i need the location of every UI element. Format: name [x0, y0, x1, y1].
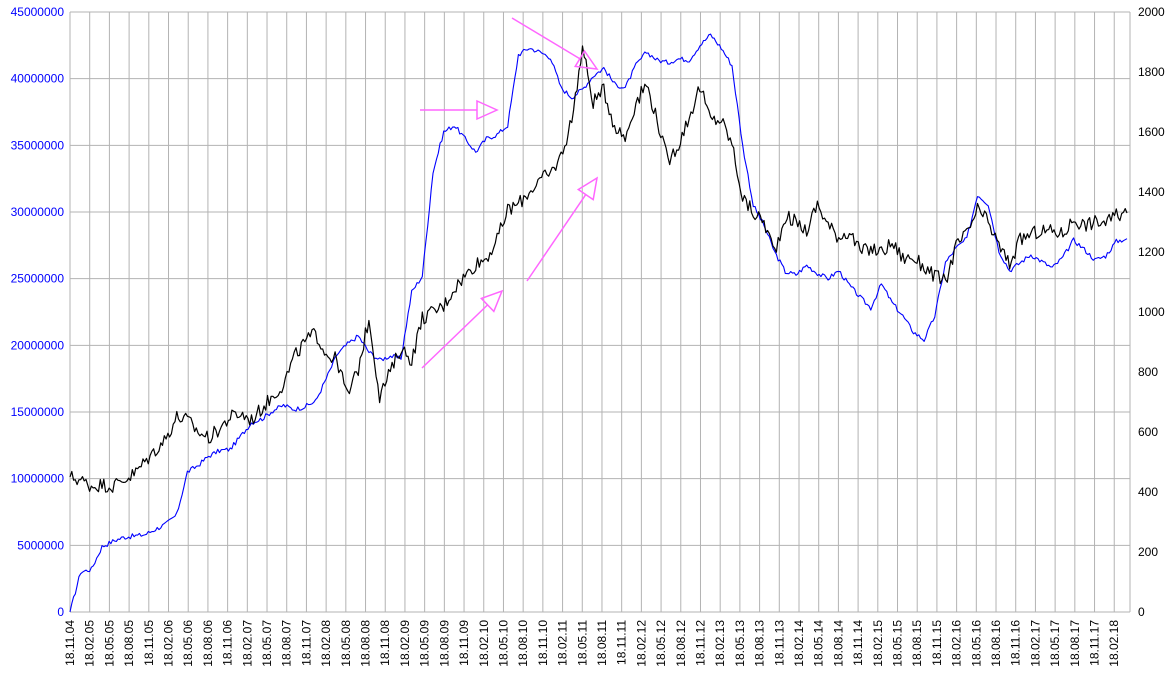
x-tick-label: 18.11.11	[615, 620, 629, 665]
grid-layer	[69, 11, 1131, 613]
left-tick-label: 0	[57, 605, 64, 619]
x-tick-label: 18.08.13	[753, 620, 767, 667]
x-tick-label: 18.05.08	[339, 620, 353, 667]
x-tick-label: 18.05.15	[891, 620, 905, 667]
series-layer	[69, 33, 1128, 613]
left-tick-label: 5000000	[17, 538, 64, 552]
annotation-arrow	[511, 17, 599, 70]
left-tick-label: 35000000	[11, 138, 65, 152]
x-tick-label: 18.02.11	[556, 620, 570, 666]
x-tick-label: 18.05.16	[969, 620, 983, 667]
x-tick-label: 18.11.13	[772, 620, 786, 666]
annotation-arrow	[420, 99, 499, 121]
arrow-head	[576, 176, 599, 201]
x-tick-label: 18.02.16	[950, 620, 964, 667]
x-tick-label: 18.11.10	[536, 620, 550, 666]
x-tick-label: 18.02.05	[83, 620, 97, 667]
right-tick-label: 0	[1138, 605, 1145, 619]
x-tick-label: 18.05.17	[1048, 620, 1062, 667]
x-tick-label: 18.08.06	[201, 620, 215, 667]
x-tick-label: 18.02.14	[792, 620, 806, 667]
x-tick-label: 18.05.06	[181, 620, 195, 667]
right-tick-label: 1800	[1138, 65, 1165, 79]
x-tick-label: 18.02.06	[162, 620, 176, 667]
x-tick-label: 18.08.17	[1068, 620, 1082, 667]
x-tick-label: 18.11.05	[142, 620, 156, 666]
x-tick-label: 18.11.07	[299, 620, 313, 666]
x-tick-label: 18.05.12	[654, 620, 668, 667]
left-axis-ticks: 0 5000000 10000000 15000000 20000000 25000000…	[11, 5, 65, 619]
x-tick-label: 18.02.12	[634, 620, 648, 667]
x-tick-label: 18.02.10	[477, 620, 491, 667]
x-tick-label: 18.02.18	[1107, 620, 1121, 667]
x-tick-label: 18.11.16	[1009, 620, 1023, 666]
left-tick-label: 15000000	[11, 405, 65, 419]
annotation-layer	[420, 17, 599, 369]
x-tick-label: 18.08.15	[910, 620, 924, 667]
x-tick-label: 18.02.09	[398, 620, 412, 667]
arrow-shaft	[526, 194, 587, 282]
right-axis-ticks: 0 200 400 600 800 1000 1200 1400 1600 1800 2000	[1138, 5, 1165, 619]
x-tick-label: 18.11.08	[378, 620, 392, 666]
x-tick-label: 18.08.09	[437, 620, 451, 667]
x-tick-label: 18.02.13	[713, 620, 727, 667]
x-tick-label: 18.08.12	[674, 620, 688, 667]
x-tick-label: 18.11.15	[930, 620, 944, 666]
x-tick-label: 18.08.08	[359, 620, 373, 667]
arrow-head	[476, 99, 499, 121]
x-tick-label: 18.08.16	[989, 620, 1003, 667]
x-tick-label: 18.05.13	[733, 620, 747, 667]
left-tick-label: 25000000	[11, 272, 65, 286]
x-axis-ticks: 18.11.04 18.02.05 18.05.05 18.08.05 18.11.05…	[63, 620, 1121, 667]
x-tick-label: 18.08.07	[280, 620, 294, 667]
x-tick-label: 18.08.11	[595, 620, 609, 666]
left-tick-label: 40000000	[11, 72, 65, 86]
x-tick-label: 18.05.10	[496, 620, 510, 667]
left-tick-label: 10000000	[11, 472, 65, 486]
x-tick-label: 18.02.08	[319, 620, 333, 667]
x-tick-label: 18.08.14	[831, 620, 845, 667]
annotation-arrow	[526, 176, 599, 282]
right-tick-label: 1400	[1138, 185, 1165, 199]
series-line-black	[69, 45, 1128, 493]
x-tick-label: 18.05.14	[812, 620, 826, 667]
left-tick-label: 30000000	[11, 205, 65, 219]
x-tick-label: 18.05.11	[575, 620, 589, 666]
x-tick-label: 18.02.17	[1028, 620, 1042, 667]
left-tick-label: 45000000	[11, 5, 65, 19]
x-tick-label: 18.11.14	[851, 620, 865, 666]
x-tick-label: 18.11.12	[693, 620, 707, 666]
right-tick-label: 200	[1138, 545, 1158, 559]
series-line-blue	[69, 33, 1128, 613]
x-tick-label: 18.05.05	[102, 620, 116, 667]
right-tick-label: 1600	[1138, 125, 1165, 139]
x-tick-label: 18.02.15	[871, 620, 885, 667]
x-tick-label: 18.11.06	[221, 620, 235, 666]
x-tick-label: 18.11.09	[457, 620, 471, 666]
right-tick-label: 400	[1138, 485, 1158, 499]
right-tick-label: 600	[1138, 425, 1158, 439]
arrow-head	[480, 289, 504, 313]
arrow-shaft	[421, 304, 489, 369]
left-tick-label: 20000000	[11, 338, 65, 352]
right-tick-label: 1200	[1138, 245, 1165, 259]
arrow-shaft	[511, 17, 581, 60]
right-tick-label: 2000	[1138, 5, 1165, 19]
x-tick-label: 18.08.05	[122, 620, 136, 667]
arrow-head	[573, 49, 599, 70]
x-tick-label: 18.11.04	[63, 620, 77, 666]
x-tick-label: 18.08.10	[516, 620, 530, 667]
x-tick-label: 18.05.07	[260, 620, 274, 667]
x-tick-label: 18.05.09	[418, 620, 432, 667]
x-tick-label: 18.11.17	[1088, 620, 1102, 666]
annotation-arrow	[421, 289, 504, 369]
right-tick-label: 800	[1138, 365, 1158, 379]
x-tick-label: 18.02.07	[240, 620, 254, 667]
right-tick-label: 1000	[1138, 305, 1165, 319]
